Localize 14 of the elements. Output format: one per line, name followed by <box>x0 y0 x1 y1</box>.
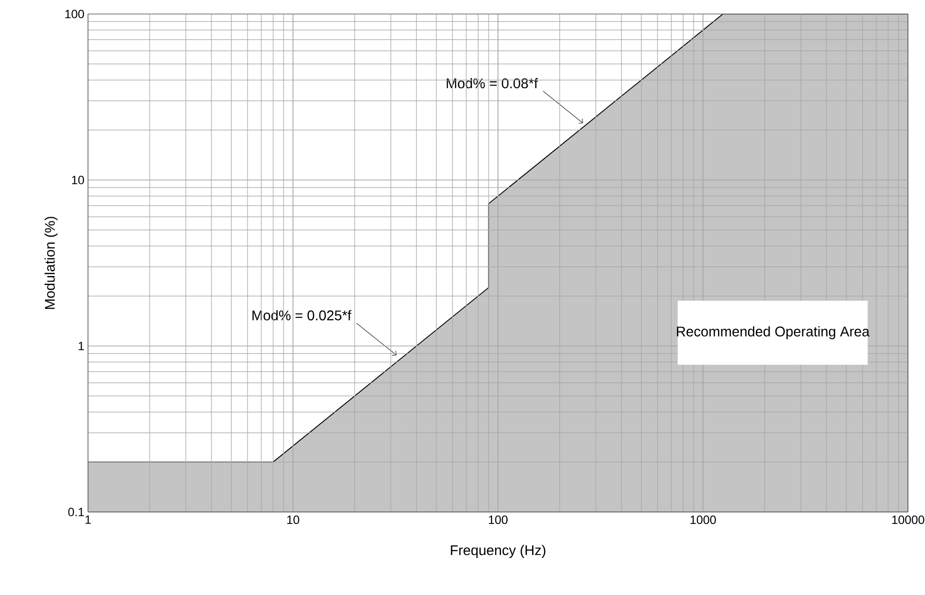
y-tick-label: 0.1 <box>68 508 84 516</box>
y-tick-label: 1 <box>78 342 84 350</box>
x-tick-label: 100 <box>488 516 508 524</box>
y-tick-label: 100 <box>65 10 84 18</box>
x-tick-label: 1 <box>86 516 91 524</box>
annotation: Recommended Operating Area <box>676 326 870 340</box>
x-axis-title: Frequency (Hz) <box>450 544 546 558</box>
x-tick-label: 10 <box>287 516 300 524</box>
y-tick-label: 10 <box>72 176 84 184</box>
x-tick-label: 10000 <box>892 516 924 524</box>
y-axis-title: Modulation (%) <box>44 216 58 309</box>
x-tick-label: 1000 <box>690 516 716 524</box>
annotation: Mod% = 0.025*f <box>252 310 352 320</box>
annotation: Mod% = 0.08*f <box>446 78 538 88</box>
